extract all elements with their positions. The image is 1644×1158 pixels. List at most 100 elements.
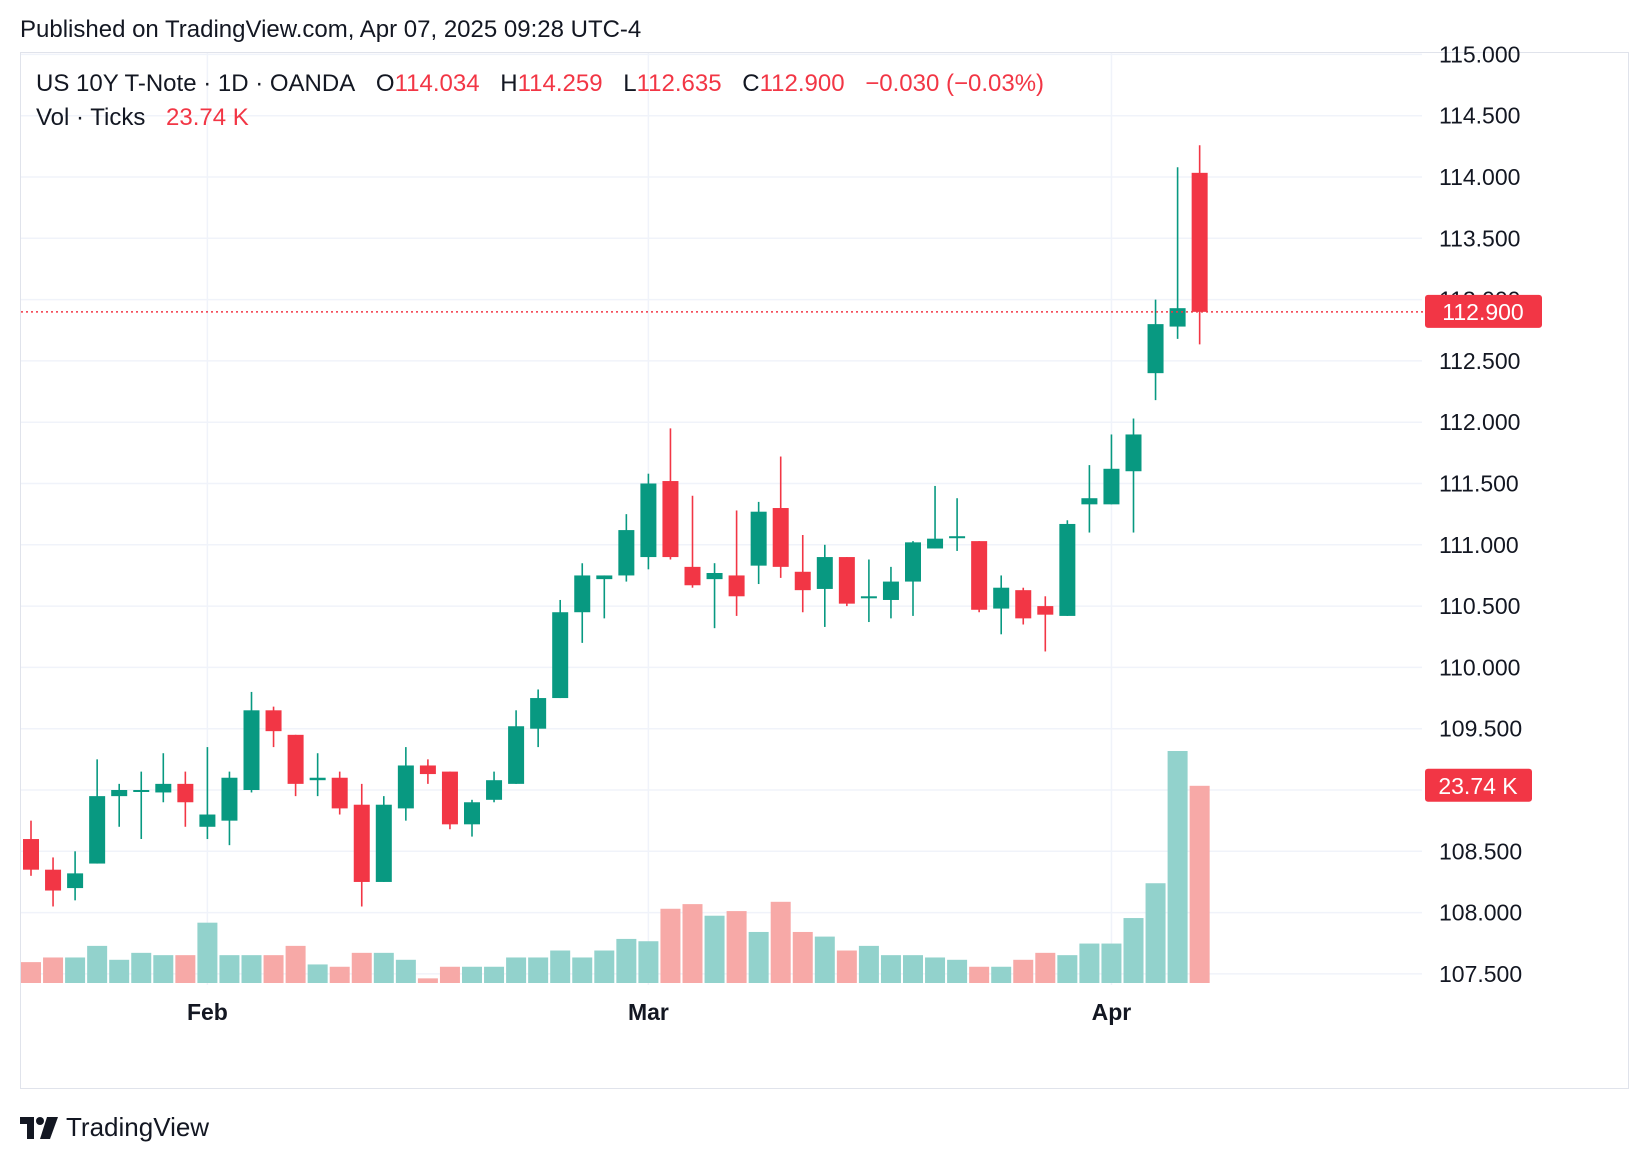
tradingview-logo[interactable]: TradingView xyxy=(20,1112,209,1143)
volume-bar xyxy=(1189,785,1210,983)
candle-body xyxy=(971,541,988,610)
high-value: 114.259 xyxy=(517,70,603,97)
candle xyxy=(464,799,480,837)
volume-bar xyxy=(1057,955,1078,983)
candle xyxy=(684,495,701,588)
symbol-title[interactable]: US 10Y T-Note · 1D · OANDA xyxy=(36,70,356,97)
volume-bar xyxy=(748,931,769,983)
volume-bar xyxy=(660,908,681,983)
candle xyxy=(1169,167,1186,339)
candle-body xyxy=(309,777,326,781)
candle xyxy=(1059,520,1076,616)
published-header: Published on TradingView.com, Apr 07, 20… xyxy=(20,16,642,43)
chart-frame[interactable] xyxy=(20,52,1629,1089)
last-volume-label: 23.74 K xyxy=(1438,773,1518,799)
volume-bar xyxy=(373,952,394,983)
candle xyxy=(1103,434,1120,505)
y-tick-label: 114.500 xyxy=(1439,103,1520,129)
candle-body xyxy=(1169,308,1186,327)
y-tick-label: 113.500 xyxy=(1439,225,1520,251)
x-tick-label: Apr xyxy=(1092,999,1132,1025)
candle-body xyxy=(45,869,62,891)
candle-body xyxy=(993,587,1010,609)
candle xyxy=(905,541,921,616)
candle xyxy=(177,771,194,827)
candle-body xyxy=(860,596,877,599)
candle-body xyxy=(662,481,679,558)
volume-bar xyxy=(175,955,196,983)
volume-bar xyxy=(903,955,923,983)
candle xyxy=(67,851,84,901)
candle xyxy=(155,753,172,803)
volume-bar xyxy=(770,901,791,983)
volume-bar xyxy=(858,945,879,983)
candle xyxy=(375,796,392,882)
candle-body xyxy=(949,536,966,539)
candle xyxy=(1081,465,1098,533)
y-tick-label: 114.000 xyxy=(1439,164,1520,190)
candle-body xyxy=(1147,324,1164,374)
candle-body xyxy=(89,796,106,864)
candle-body xyxy=(750,511,767,566)
candle xyxy=(816,544,833,627)
candle xyxy=(1147,299,1164,401)
candle-body xyxy=(464,802,480,825)
y-tick-label: 108.000 xyxy=(1439,900,1522,926)
price-axis: 107.500108.000108.500109.000109.500110.0… xyxy=(1439,41,1522,987)
y-tick-label: 111.000 xyxy=(1439,532,1519,558)
volume-bar xyxy=(726,911,747,983)
candle xyxy=(772,456,789,578)
close-label: C xyxy=(742,70,760,97)
y-tick-label: 112.000 xyxy=(1439,409,1520,435)
candle-body xyxy=(486,780,503,800)
candle xyxy=(552,599,569,699)
candle-body xyxy=(706,572,723,580)
high-label: H xyxy=(500,70,518,97)
open-value: 114.034 xyxy=(394,70,480,97)
last-price-badge xyxy=(1425,294,1542,328)
volume-bar xyxy=(836,950,857,983)
volume-indicator-label[interactable]: Vol · Ticks xyxy=(36,104,146,131)
candle xyxy=(1191,145,1208,345)
candle-body xyxy=(353,804,370,882)
candle-body xyxy=(1191,172,1208,312)
candle xyxy=(486,771,503,803)
tradingview-logo-icon xyxy=(20,1116,58,1139)
volume-bars xyxy=(21,751,1210,983)
volume-bar xyxy=(219,955,240,983)
volume-bar xyxy=(241,955,262,983)
candle xyxy=(728,510,745,616)
candle xyxy=(860,559,877,623)
candle-body xyxy=(574,575,591,613)
volume-bar xyxy=(704,915,725,983)
candle xyxy=(706,563,723,629)
candle xyxy=(662,428,679,560)
chart-legend: US 10Y T-Note · 1D · OANDA O114.034 H114… xyxy=(36,70,1044,132)
candle xyxy=(1037,596,1054,652)
volume-bar xyxy=(153,955,174,983)
candle-body xyxy=(221,777,238,821)
candle xyxy=(265,706,282,748)
volume-bar xyxy=(417,978,438,983)
candle-body xyxy=(67,873,84,889)
volume-bar xyxy=(329,966,350,983)
candle xyxy=(530,689,547,748)
time-axis: Feb Mar Apr xyxy=(187,999,1131,1025)
last-volume-badge xyxy=(1425,768,1532,802)
volume-bar xyxy=(307,964,328,983)
y-tick-label: 111.500 xyxy=(1439,471,1519,497)
volume-bar xyxy=(395,959,416,983)
candle xyxy=(949,498,966,551)
candle xyxy=(927,485,944,549)
candle-body xyxy=(243,710,260,790)
candle-body xyxy=(552,612,569,699)
candle xyxy=(199,747,216,840)
candle-body xyxy=(838,557,855,604)
change-value: −0.030 (−0.03%) xyxy=(865,70,1045,97)
last-price-marker: 112.900 23.74 K xyxy=(21,294,1542,802)
candle xyxy=(1125,418,1142,533)
candle xyxy=(441,771,458,830)
volume-bar xyxy=(1145,883,1166,983)
candle-body xyxy=(1103,468,1120,505)
